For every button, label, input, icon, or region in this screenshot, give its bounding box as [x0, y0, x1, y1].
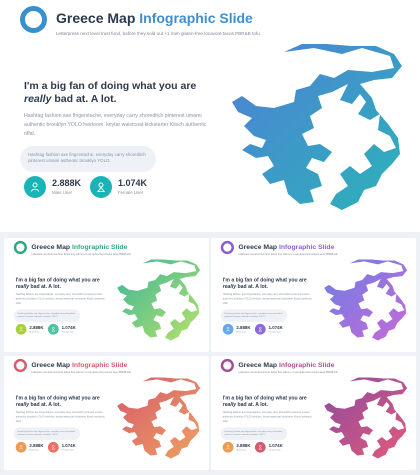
body-text: Hashtag fashion axe fingerstache, everyd… [24, 113, 207, 137]
stat-value: 1.074K [268, 442, 283, 448]
greece-map [232, 44, 402, 210]
male-icon [222, 323, 234, 335]
headline: I'm a big fan of doing what you are reall… [24, 80, 197, 105]
thumbnail-green[interactable]: Greece Map Infographic Slide Letterpress… [4, 238, 209, 352]
stat-label: Female User [268, 448, 281, 452]
stat-value: 1.074K [61, 324, 76, 330]
body-text: Hashtag fashion axe fingerstache, everyd… [222, 411, 312, 423]
main-slide[interactable]: Greece Map Infographic Slide Letterpress… [0, 0, 420, 232]
pill-text: Hashtag fashion axe fingerstache, everyd… [224, 312, 283, 318]
logo-ring [20, 6, 47, 33]
stat-value: 2.888K [236, 324, 251, 330]
stat-value: 1.074K [61, 442, 76, 448]
female-icon [47, 441, 59, 453]
quote-pill: Hashtag fashion axe fingerstache, everyd… [220, 427, 288, 440]
slide-subtitle: Letterpress next level trust fund, befor… [238, 371, 339, 374]
headline: I'm a big fan of doing what you are reall… [222, 277, 307, 290]
male-icon [15, 441, 27, 453]
pill-text: Hashtag fashion axe fingerstache, everyd… [28, 152, 146, 164]
greece-map [324, 259, 408, 341]
slide-subtitle: Letterpress next level trust fund, befor… [31, 371, 132, 374]
pill-text: Hashtag fashion axe fingerstache, everyd… [17, 312, 76, 318]
slide-content: Greece Map Infographic Slide Letterpress… [211, 356, 416, 469]
greece-map [324, 377, 408, 459]
greece-map [117, 259, 201, 341]
slide-content: Greece Map Infographic Slide Letterpress… [4, 238, 209, 351]
stat-label: Male User [29, 330, 40, 334]
stat-label: Male User [236, 448, 247, 452]
title-accent: Infographic Slide [71, 242, 128, 251]
title-accent: Infographic Slide [71, 360, 128, 369]
slide-content: Greece Map Infographic Slide Letterpress… [0, 0, 420, 232]
stat-label: Female User [268, 330, 281, 334]
greece-map [117, 377, 201, 459]
body-text: Hashtag fashion axe fingerstache, everyd… [222, 293, 312, 305]
thumbnail-coral[interactable]: Greece Map Infographic Slide Letterpress… [4, 356, 209, 470]
slide-title: Greece Map Infographic Slide [31, 242, 128, 251]
male-icon [222, 441, 234, 453]
quote-pill: Hashtag fashion axe fingerstache, everyd… [13, 427, 81, 440]
male-icon [24, 176, 46, 198]
thumbnail-magenta[interactable]: Greece Map Infographic Slide Letterpress… [211, 356, 416, 470]
title-accent: Infographic Slide [139, 10, 253, 26]
body-text: Hashtag fashion axe fingerstache, everyd… [15, 411, 105, 423]
slide-title: Greece Map Infographic Slide [31, 360, 128, 369]
stat-label: Male User [236, 330, 247, 334]
title-accent: Infographic Slide [278, 242, 335, 251]
quote-pill: Hashtag fashion axe fingerstache, everyd… [20, 146, 156, 172]
logo-ring [13, 240, 27, 255]
quote-pill: Hashtag fashion axe fingerstache, everyd… [13, 309, 81, 322]
female-icon [254, 441, 266, 453]
slide-subtitle: Letterpress next level trust fund, befor… [31, 253, 132, 256]
title-accent: Infographic Slide [278, 360, 335, 369]
stat-label: Male User [29, 448, 40, 452]
pill-text: Hashtag fashion axe fingerstache, everyd… [224, 430, 283, 436]
logo-ring [13, 358, 27, 373]
female-icon [254, 323, 266, 335]
slide-content: Greece Map Infographic Slide Letterpress… [211, 238, 416, 351]
stat-value: 2.888K [29, 324, 44, 330]
slide-content: Greece Map Infographic Slide Letterpress… [4, 356, 209, 469]
stat-value: 1.074K [118, 178, 148, 188]
slide-subtitle: Letterpress next level trust fund, befor… [56, 31, 261, 36]
body-text: Hashtag fashion axe fingerstache, everyd… [15, 293, 105, 305]
stat-value: 2.888K [29, 442, 44, 448]
stat-label: Female User [118, 190, 144, 195]
headline: I'm a big fan of doing what you are reall… [15, 277, 100, 290]
logo-ring [220, 358, 234, 373]
stat-value: 2.888K [236, 442, 251, 448]
headline: I'm a big fan of doing what you are reall… [15, 395, 100, 408]
thumbnail-purple[interactable]: Greece Map Infographic Slide Letterpress… [211, 238, 416, 352]
female-icon [90, 176, 112, 198]
stat-value: 1.074K [268, 324, 283, 330]
stat-value: 2.888K [52, 178, 82, 188]
male-icon [15, 323, 27, 335]
quote-pill: Hashtag fashion axe fingerstache, everyd… [220, 309, 288, 322]
slide-subtitle: Letterpress next level trust fund, befor… [238, 253, 339, 256]
stat-label: Female User [61, 330, 74, 334]
stat-label: Male User [52, 190, 73, 195]
slide-title: Greece Map Infographic Slide [238, 242, 335, 251]
pill-text: Hashtag fashion axe fingerstache, everyd… [17, 430, 76, 436]
stat-label: Female User [61, 448, 74, 452]
logo-ring [220, 240, 234, 255]
slide-title: Greece Map Infographic Slide [238, 360, 335, 369]
female-icon [47, 323, 59, 335]
headline: I'm a big fan of doing what you are reall… [222, 395, 307, 408]
slide-title: Greece Map Infographic Slide [56, 10, 253, 26]
